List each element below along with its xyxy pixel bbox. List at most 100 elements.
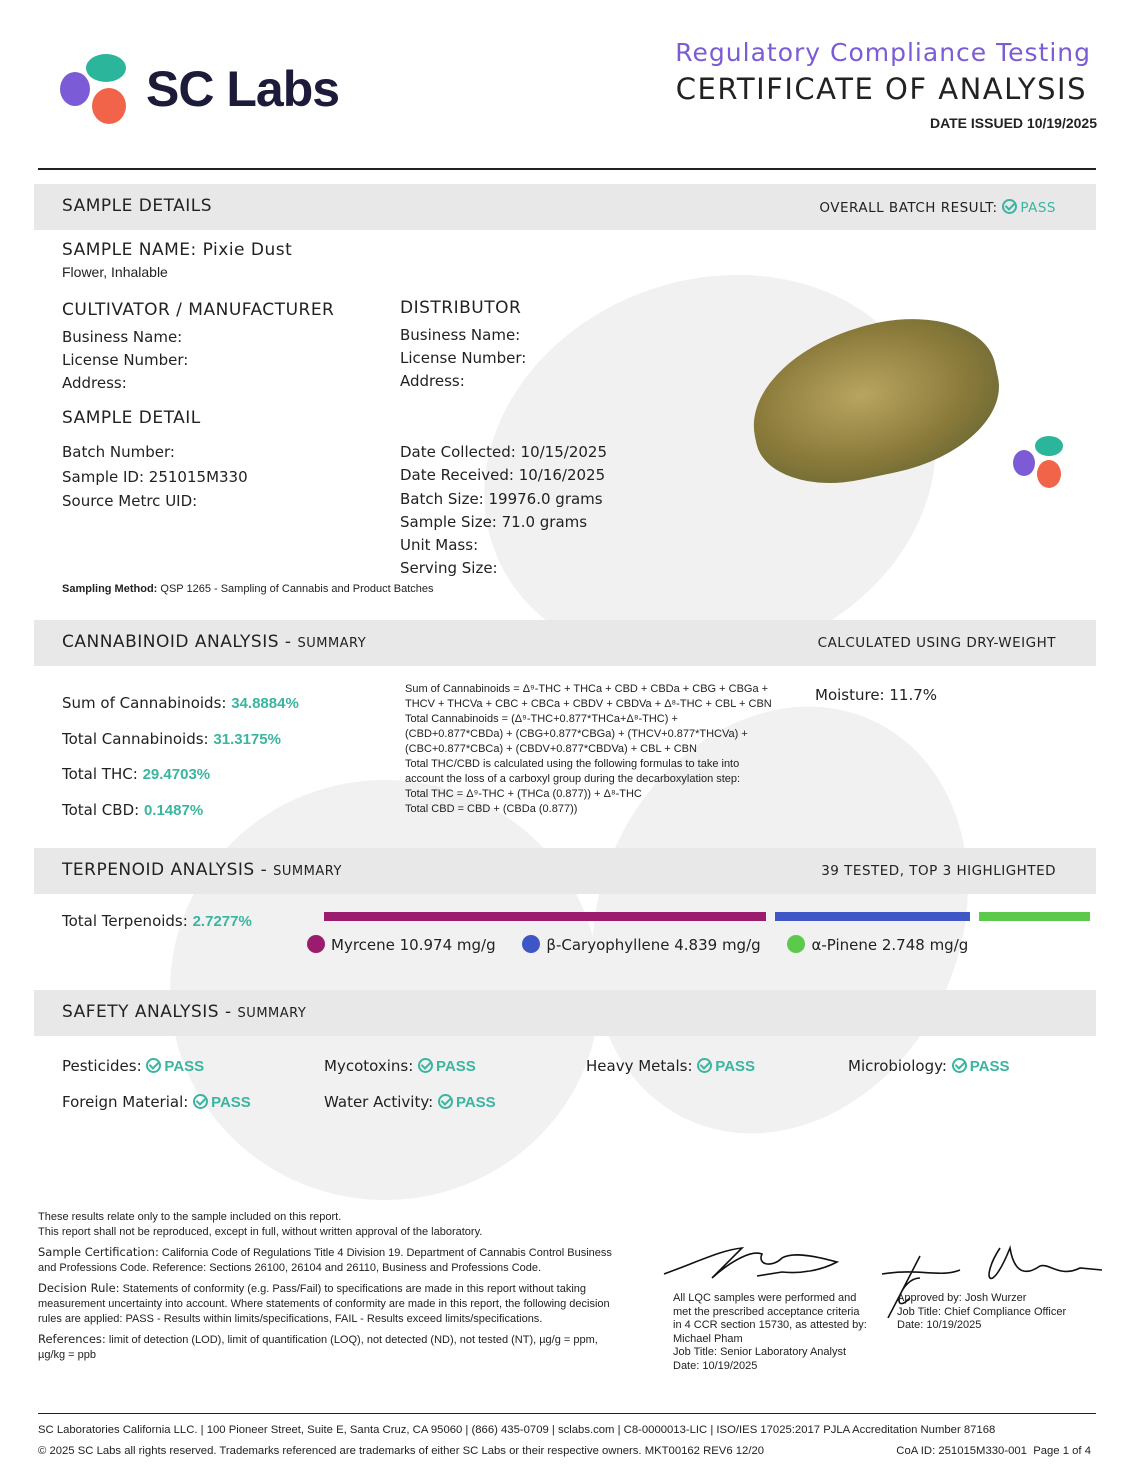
- cannabinoid-bar: CANNABINOID ANALYSIS - SUMMARY CALCULATE…: [34, 620, 1096, 666]
- terpene-bar-caryophyllene: [775, 912, 970, 921]
- field: Business Name:: [62, 328, 183, 346]
- label: α-Pinene 2.748 mg/g: [811, 936, 969, 954]
- line: in 4 CCR section 15730, as attested by:: [673, 1319, 867, 1331]
- heading-small: SUMMARY: [237, 1006, 307, 1021]
- overall-result: OVERALL BATCH RESULT: PASS: [819, 199, 1056, 216]
- total-terpenoids: Total Terpenoids: 2.7277%: [62, 912, 252, 930]
- legend-item: β-Caryophyllene 4.839 mg/g: [522, 935, 761, 954]
- value: 31.3175%: [213, 730, 281, 748]
- line: Approved by: Josh Wurzer: [897, 1292, 1027, 1304]
- legend-item: Myrcene 10.974 mg/g: [307, 935, 496, 954]
- result: PASS: [164, 1058, 205, 1075]
- note-line: This report shall not be reproduced, exc…: [38, 1226, 483, 1238]
- text: Statements of conformity (e.g. Pass/Fail…: [38, 1283, 610, 1325]
- label: Total CBD:: [62, 801, 140, 820]
- line: Job Title: Chief Compliance Officer: [897, 1305, 1067, 1318]
- safety-item: Heavy Metals: PASS: [586, 1057, 755, 1075]
- value: 34.8884%: [231, 695, 299, 712]
- label: Sample Certification:: [38, 1245, 159, 1259]
- calc-note: CALCULATED USING DRY-WEIGHT: [817, 635, 1056, 651]
- heading: CANNABINOID ANALYSIS -: [62, 632, 292, 652]
- field: Date Collected: 10/15/2025: [400, 443, 607, 461]
- field: Serving Size:: [400, 559, 498, 578]
- note-line: These results relate only to the sample …: [38, 1211, 342, 1223]
- check-icon: [146, 1058, 162, 1073]
- label: Myrcene 10.974 mg/g: [331, 936, 496, 954]
- coa-id: CoA ID: 251015M330-001 Page 1 of 4: [896, 1445, 1091, 1457]
- photo-logo: [1013, 436, 1065, 490]
- caryophyllene-dot-icon: [522, 935, 541, 953]
- heading-small: SUMMARY: [297, 636, 367, 651]
- header-subtitle: Regulatory Compliance Testing: [675, 38, 1091, 67]
- formula-line: Total Cannabinoids = (Δ⁹-THC+0.877*THCa+…: [405, 713, 678, 725]
- label: Sum of Cannabinoids:: [62, 694, 227, 712]
- line: Job Title: Senior Laboratory Analyst: [673, 1346, 847, 1358]
- check-icon: [418, 1058, 434, 1073]
- label: Microbiology:: [848, 1057, 947, 1075]
- heading: TERPENOID ANALYSIS -: [62, 860, 268, 880]
- sample-detail-heading: SAMPLE DETAIL: [62, 408, 201, 428]
- formula-line: account the loss of a carboxyl group dur…: [405, 773, 741, 785]
- cannabinoid-item: Total CBD: 0.1487%: [62, 793, 299, 829]
- field: Batch Size: 19976.0 grams: [400, 489, 603, 508]
- label: Mycotoxins:: [324, 1057, 414, 1075]
- label: Total THC:: [62, 765, 138, 784]
- cultivator-heading: CULTIVATOR / MANUFACTURER: [62, 300, 335, 320]
- field: Unit Mass:: [400, 536, 479, 555]
- value: 2.7277%: [192, 913, 252, 930]
- sample-detail-right: Date Collected: 10/15/2025 Date Received:…: [400, 441, 607, 581]
- label: Foreign Material:: [62, 1093, 189, 1111]
- line: Michael Pham: [673, 1332, 743, 1345]
- sampling-method: Sampling Method: QSP 1265 - Sampling of …: [62, 582, 434, 597]
- result: PASS: [715, 1058, 756, 1075]
- value: QSP 1265 - Sampling of Cannabis and Prod…: [160, 583, 434, 595]
- terpene-bar-pinene: [979, 912, 1090, 921]
- label: Pesticides:: [62, 1057, 142, 1075]
- formula-line: (CBD+0.877*CBDa) + (CBG+0.877*CBGa) + (T…: [405, 728, 748, 740]
- section-heading: SAFETY ANALYSIS - SUMMARY: [62, 1002, 306, 1022]
- label: β-Caryophyllene 4.839 mg/g: [546, 936, 761, 954]
- label: References:: [38, 1332, 106, 1346]
- label: Heavy Metals:: [586, 1057, 693, 1075]
- safety-item: Water Activity: PASS: [324, 1093, 496, 1111]
- date-issued: DATE ISSUED 10/19/2025: [929, 115, 1097, 131]
- check-icon: [697, 1058, 713, 1073]
- field: License Number:: [400, 349, 527, 367]
- overall-label: OVERALL BATCH RESULT:: [819, 200, 998, 216]
- logo: SC Labs: [60, 54, 360, 126]
- sample-category: Flower, Inhalable: [62, 264, 168, 280]
- field: Address:: [400, 372, 465, 390]
- analyst-signature: [663, 1246, 840, 1279]
- formula-line: Total THC/CBD is calculated using the fo…: [405, 758, 740, 770]
- formula-line: (CBC+0.877*CBCa) + (CBDV+0.877*CBDVa) + …: [405, 743, 697, 755]
- analyst-attestation: All LQC samples were performed and met th…: [673, 1292, 867, 1373]
- moisture: Moisture: 11.7%: [815, 686, 938, 704]
- result: PASS: [969, 1058, 1010, 1075]
- section-heading: TERPENOID ANALYSIS - SUMMARY: [62, 860, 342, 880]
- section-heading: CANNABINOID ANALYSIS - SUMMARY: [62, 632, 366, 652]
- text: limit of detection (LOD), limit of quant…: [38, 1334, 598, 1361]
- terpene-bars: [324, 912, 1090, 921]
- field: Business Name:: [400, 326, 521, 344]
- check-icon: [951, 1058, 967, 1073]
- safety-item: Microbiology: PASS: [848, 1057, 1009, 1075]
- formulas: Sum of Cannabinoids = Δ⁹-THC + THCa + CB…: [405, 682, 772, 817]
- label: Total Terpenoids:: [62, 912, 188, 930]
- formula-line: Total THC = Δ⁹-THC + (THCa (0.877)) + Δ⁸…: [405, 788, 642, 800]
- page-title: CERTIFICATE OF ANALYSIS: [675, 72, 1087, 106]
- footer-divider: [38, 1413, 1096, 1414]
- formula-line: THCV + THCVa + CBC + CBCa + CBDV + CBDVa…: [405, 698, 772, 710]
- value: 0.1487%: [143, 802, 204, 820]
- field: Sample ID: 251015M330: [62, 467, 248, 486]
- safety-item: Pesticides: PASS: [62, 1057, 204, 1075]
- terpene-legend: Myrcene 10.974 mg/g β-Caryophyllene 4.83…: [307, 935, 968, 954]
- terpenoid-bar: TERPENOID ANALYSIS - SUMMARY 39 TESTED, …: [34, 848, 1096, 894]
- field: Batch Number:: [62, 443, 175, 461]
- decision-rule: Decision Rule: Statements of conformity …: [38, 1281, 618, 1327]
- cultivator-fields: Business Name: License Number: Address:: [62, 326, 188, 395]
- divider: [38, 168, 1096, 170]
- field: License Number:: [62, 351, 189, 369]
- field: Date Received: 10/16/2025: [400, 466, 606, 485]
- check-icon: [437, 1094, 453, 1109]
- field: Source Metrc UID:: [62, 492, 198, 510]
